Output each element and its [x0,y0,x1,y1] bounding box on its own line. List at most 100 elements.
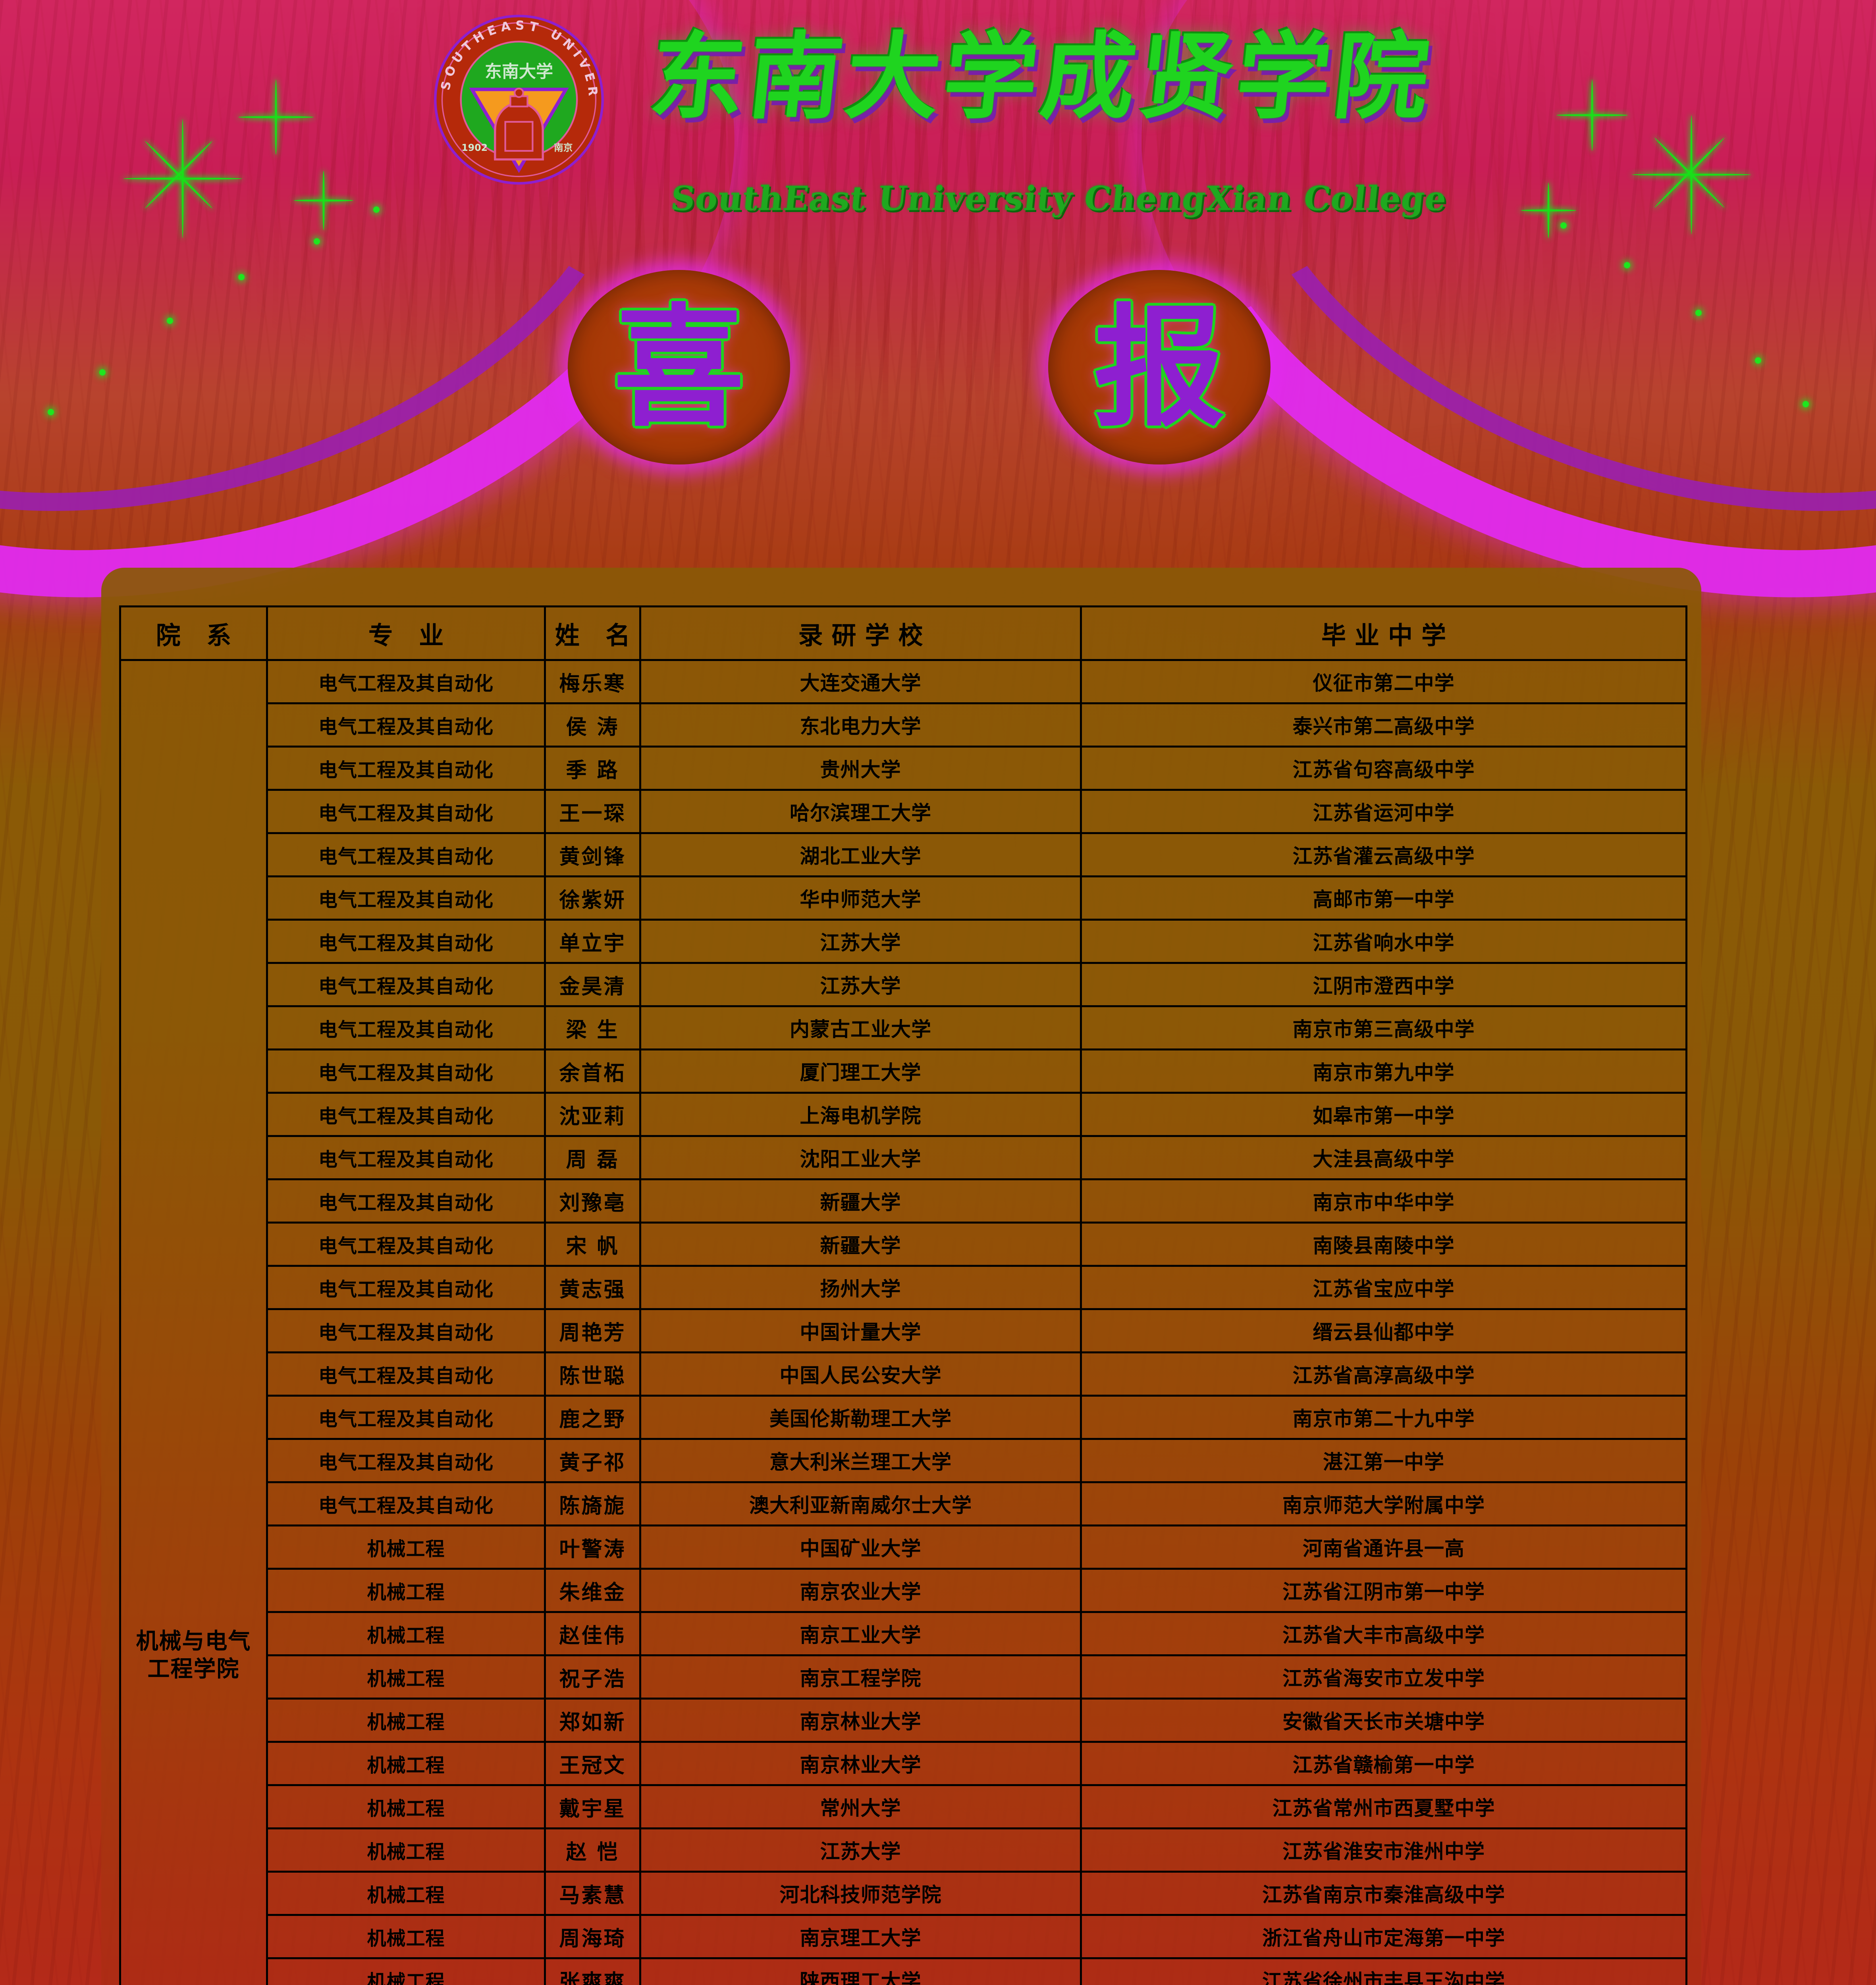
cell-grad-school: 上海电机学院 [639,1092,1082,1137]
cell-grad-school: 江苏大学 [639,919,1082,964]
sparkle-dot-icon [238,274,245,280]
table-row: 机械工程 周海琦 南京理工大学 浙江省舟山市定海第一中学 [120,1914,1687,1959]
cell-grad-school: 中国矿业大学 [639,1524,1082,1570]
cell-name: 陈旖旎 [544,1481,641,1526]
table-row: 电气工程及其自动化 黄子祁 意大利米兰理工大学 湛江第一中学 [120,1438,1687,1483]
sparkle-dot-icon [1624,262,1630,268]
cell-grad-school: 新疆大学 [639,1178,1082,1224]
results-table: 院 系 专 业 姓 名 录研学校 毕业中学 机械与电气 工程学院 电气工程及其自动化… [119,605,1687,1985]
cell-high-school: 江苏省响水中学 [1080,919,1687,964]
cell-major: 电气工程及其自动化 [266,1135,546,1180]
cell-name: 赵佳伟 [544,1611,641,1656]
sparkle-dot-icon [99,369,106,376]
table-row: 电气工程及其自动化周 磊沈阳工业大学 大洼县高级中学 [120,1135,1687,1180]
cell-major: 电气工程及其自动化 [266,875,546,921]
cell-major: 机械工程 [266,1871,546,1916]
department-line-1: 机械与电气 [136,1628,251,1654]
cell-major: 机械工程 [266,1827,546,1873]
cell-grad-school: 南京工程学院 [639,1654,1082,1700]
cell-name: 陈世聪 [544,1351,641,1397]
cell-major: 机械工程 [266,1654,546,1700]
cell-name: 黄志强 [544,1265,641,1310]
cell-name: 周 磊 [544,1135,641,1180]
cell-name: 刘豫亳 [544,1178,641,1224]
cell-major: 机械工程 [266,1914,546,1959]
cell-high-school: 大洼县高级中学 [1080,1135,1687,1180]
table-row: 机械工程 戴宇星 常州大学 江苏省常州市西夏墅中学 [120,1784,1687,1829]
cell-name: 宋 帆 [544,1222,641,1267]
cell-name: 王冠文 [544,1741,641,1786]
cell-high-school: 高邮市第一中学 [1080,875,1687,921]
table-row: 机械工程 郑如新 南京林业大学 安徽省天长市关塘中学 [120,1698,1687,1743]
sparkle-dot-icon [314,238,320,245]
cell-grad-school: 南京工业大学 [639,1611,1082,1656]
cell-high-school: 仪征市第二中学 [1080,659,1687,704]
cell-major: 电气工程及其自动化 [266,1351,546,1397]
cell-major: 机械工程 [266,1568,546,1613]
cell-high-school: 江苏省句容高级中学 [1080,746,1687,791]
cell-name: 戴宇星 [544,1784,641,1829]
cell-grad-school: 南京林业大学 [639,1698,1082,1743]
cell-major: 电气工程及其自动化 [266,1048,546,1094]
cell-grad-school: 厦门理工大学 [639,1048,1082,1094]
cell-high-school: 南京市第二十九中学 [1080,1395,1687,1440]
cell-high-school: 江苏省灌云高级中学 [1080,832,1687,877]
cell-name: 梁 生 [544,1005,641,1050]
cell-major: 电气工程及其自动化 [266,659,546,704]
poster-title-english: SouthEast University ChengXian College [669,179,1449,218]
cell-grad-school: 内蒙古工业大学 [639,1005,1082,1050]
poster-header: 1902 南京 东南大学 SOUTHEAST UNIVERSITY 东南大学成贤… [0,0,1876,548]
column-header-name: 姓 名 [544,605,641,661]
sparkle-dot-icon [1803,401,1809,407]
cell-name: 金昊清 [544,962,641,1007]
cell-grad-school: 扬州大学 [639,1265,1082,1310]
cell-high-school: 河南省通许县一高 [1080,1524,1687,1570]
cell-major: 机械工程 [266,1698,546,1743]
cell-name: 张爽爽 [544,1957,641,1985]
svg-text:南京: 南京 [554,142,573,153]
cell-high-school: 江苏省江阴市第一中学 [1080,1568,1687,1613]
cell-major: 电气工程及其自动化 [266,1265,546,1310]
table-header-row: 院 系 专 业 姓 名 录研学校 毕业中学 [119,605,1687,661]
cell-major: 电气工程及其自动化 [266,1395,546,1440]
svg-text:1902: 1902 [461,142,488,153]
cell-high-school: 南京市第三高级中学 [1080,1005,1687,1050]
cell-grad-school: 澳大利亚新南威尔士大学 [639,1481,1082,1526]
table-row: 电气工程及其自动化宋 帆新疆大学 南陵县南陵中学 [120,1222,1687,1267]
cell-grad-school: 美国伦斯勒理工大学 [639,1395,1082,1440]
column-header-high-school: 毕业中学 [1080,605,1687,661]
cell-grad-school: 东北电力大学 [639,702,1082,748]
cell-major: 电气工程及其自动化 [266,1481,546,1526]
cell-grad-school: 江苏大学 [639,1827,1082,1873]
cell-major: 电气工程及其自动化 [266,1178,546,1224]
sparkle-dot-icon [1560,222,1567,229]
column-header-grad-school: 录研学校 [639,605,1082,661]
cell-name: 马素慧 [544,1871,641,1916]
table-row: 电气工程及其自动化季 路贵州大学 江苏省句容高级中学 [120,746,1687,791]
poster-title-chinese: 东南大学成贤学院 [645,21,1438,132]
table-row: 机械工程 张爽爽 陕西理工大学 江苏省徐州市丰县王沟中学 [120,1957,1687,1985]
cell-name: 季 路 [544,746,641,791]
cell-high-school: 缙云县仙都中学 [1080,1308,1687,1353]
table-row: 电气工程及其自动化 王一琛 哈尔滨理工大学 江苏省运河中学 [120,789,1687,834]
table-row: 机械与电气 工程学院 电气工程及其自动化 梅乐寒 大连交通大学 仪征市第二中学 [119,659,1687,1985]
table-row: 机械工程 赵佳伟 南京工业大学 江苏省大丰市高级中学 [120,1611,1687,1656]
table-row: 机械工程 王冠文 南京林业大学 江苏省赣榆第一中学 [120,1741,1687,1786]
cell-grad-school: 南京理工大学 [639,1914,1082,1959]
cell-name: 郑如新 [544,1698,641,1743]
cell-major: 电气工程及其自动化 [266,832,546,877]
cell-grad-school: 哈尔滨理工大学 [639,789,1082,834]
cell-high-school: 江苏省高淳高级中学 [1080,1351,1687,1397]
cell-major: 机械工程 [266,1524,546,1570]
cell-high-school: 湛江第一中学 [1080,1438,1687,1483]
sparkle-dot-icon [373,206,380,213]
cell-high-school: 南京市中华中学 [1080,1178,1687,1224]
cell-grad-school: 新疆大学 [639,1222,1082,1267]
cell-grad-school: 常州大学 [639,1784,1082,1829]
table-row: 电气工程及其自动化 黄剑锋 湖北工业大学 江苏省灌云高级中学 [120,832,1687,877]
cell-grad-school: 贵州大学 [639,746,1082,791]
cell-high-school: 如皋市第一中学 [1080,1092,1687,1137]
cell-grad-school: 中国计量大学 [639,1308,1082,1353]
table-row: 电气工程及其自动化侯 涛东北电力大学 泰兴市第二高级中学 [120,702,1687,748]
cell-high-school: 江苏省南京市秦淮高级中学 [1080,1871,1687,1916]
